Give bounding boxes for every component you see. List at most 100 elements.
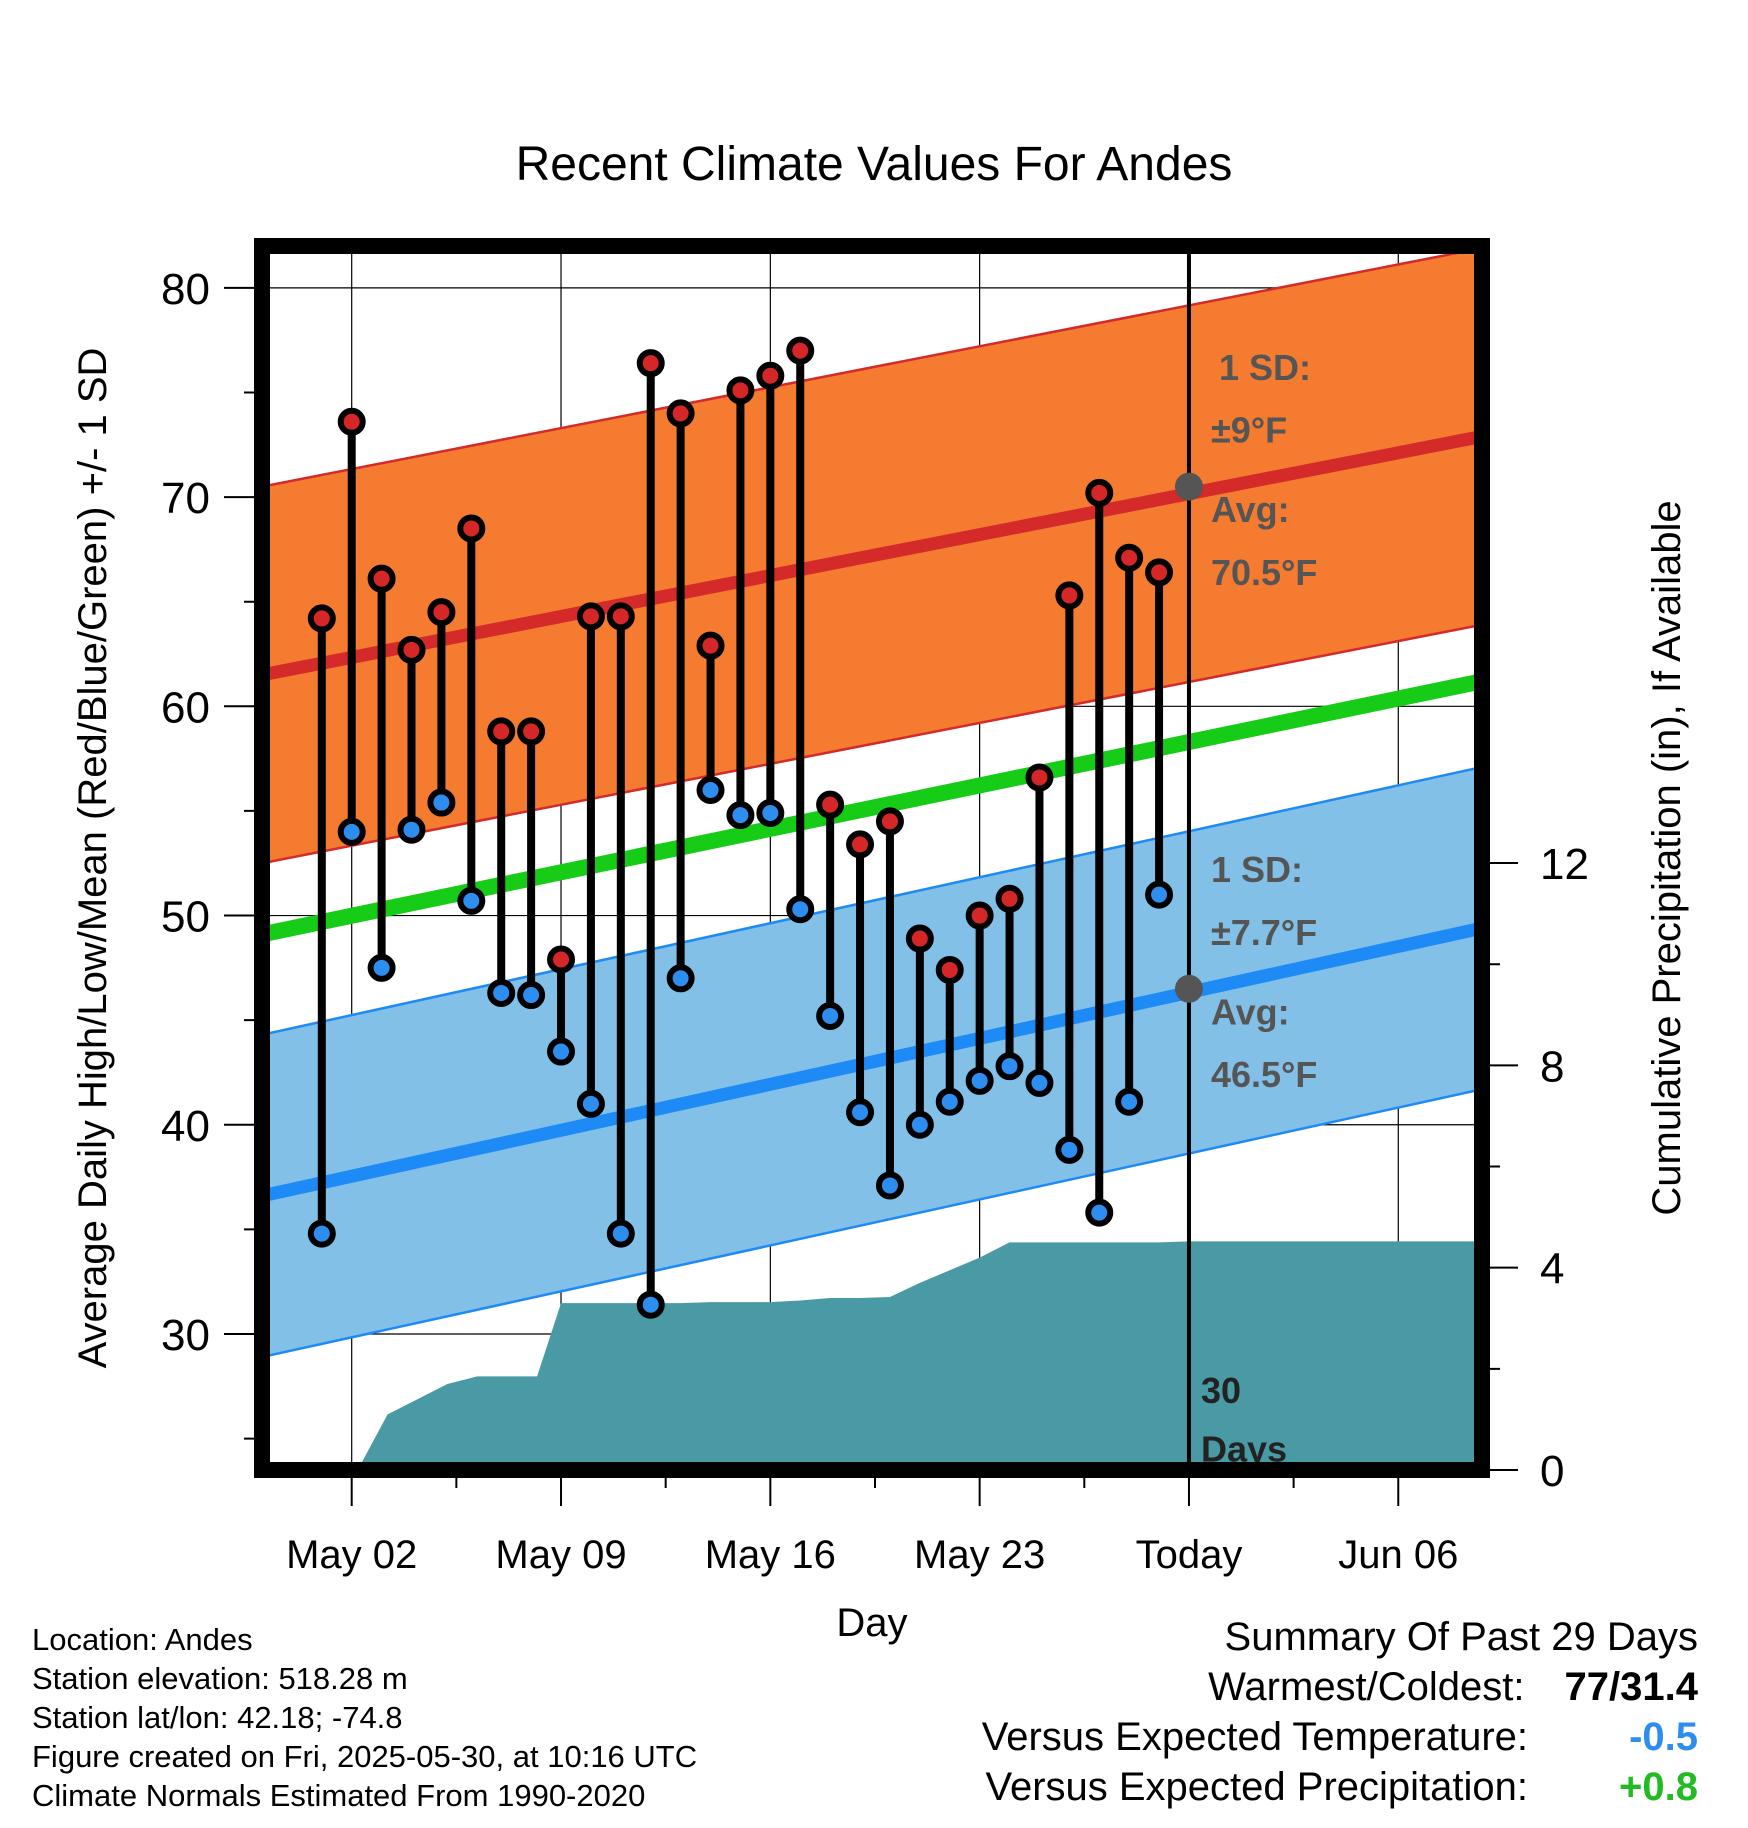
location-text: Location: Andes [32, 1622, 253, 1657]
low-point [487, 978, 516, 1007]
station-info: Location: Andes Station elevation: 518.2… [32, 1620, 697, 1815]
high-point [935, 955, 964, 984]
high-point [1085, 478, 1114, 507]
high-sd-value: ±9°F [1211, 410, 1287, 451]
temp-value: -0.5 [1629, 1715, 1698, 1759]
low-point [995, 1052, 1024, 1081]
normals-text: Climate Normals Estimated From 1990-2020 [32, 1778, 646, 1813]
high-point [307, 604, 336, 633]
latlon-text: Station lat/lon: 42.18; -74.8 [32, 1700, 403, 1735]
low-point [965, 1066, 994, 1095]
summary-precip-row: Versus Expected Precipitation: +0.8 [982, 1765, 1698, 1815]
high-point [367, 564, 396, 593]
low-avg-label: Avg: [1211, 991, 1290, 1032]
x-tick-label: May 09 [495, 1533, 626, 1577]
precip-label: Versus Expected Precipitation: [985, 1765, 1528, 1809]
chart-title: Recent Climate Values For Andes [516, 138, 1233, 191]
high-avg-value: 70.5°F [1211, 552, 1317, 593]
y-tick-label: 40 [161, 1102, 210, 1151]
high-avg-label: Avg: [1211, 489, 1290, 530]
high-point [576, 602, 605, 631]
y-tick-label: 80 [161, 265, 210, 314]
x-tick-label: Today [1136, 1533, 1243, 1577]
low-point [576, 1089, 605, 1118]
precip-area [357, 1241, 1482, 1470]
low-point [1145, 880, 1174, 909]
high-sd-label: 1 SD: [1219, 347, 1311, 388]
low-avg-value: 46.5°F [1211, 1054, 1317, 1095]
summary-panel: Summary Of Past 29 Days Warmest/Coldest:… [982, 1615, 1698, 1815]
precip-value: +0.8 [1619, 1765, 1698, 1809]
high-point [786, 336, 815, 365]
plot-inner [262, 246, 1482, 1470]
low-point [606, 1219, 635, 1248]
high-point [905, 924, 934, 953]
high-point [487, 717, 516, 746]
high-point [397, 635, 426, 664]
created-text: Figure created on Fri, 2025-05-30, at 10… [32, 1739, 698, 1774]
high-point [875, 807, 904, 836]
low-point [1055, 1135, 1084, 1164]
x-axis-label: Day [836, 1601, 907, 1645]
high-point [666, 399, 695, 428]
y-axis-label: Average Daily High/Low/Mean (Red/Blue/Gr… [71, 348, 115, 1369]
x-tick-label: May 02 [286, 1533, 417, 1577]
low-point [636, 1290, 665, 1319]
low-point [816, 1001, 845, 1030]
low-sd-label: 1 SD: [1211, 849, 1303, 890]
low-point [1115, 1087, 1144, 1116]
elevation-text: Station elevation: 518.28 m [32, 1661, 408, 1696]
low-point [457, 886, 486, 915]
warmest-label: Warmest/Coldest: [1208, 1665, 1525, 1709]
y-tick-label: 50 [161, 893, 210, 942]
low-point [875, 1171, 904, 1200]
y2-tick-label: 8 [1540, 1042, 1564, 1091]
high-point [606, 602, 635, 631]
low-point [517, 981, 546, 1010]
summary-temp-row: Versus Expected Temperature: -0.5 [982, 1715, 1698, 1765]
high-point [457, 514, 486, 543]
warmest-value: 77/31.4 [1564, 1665, 1698, 1709]
y-tick-label: 30 [161, 1311, 210, 1360]
temp-label: Versus Expected Temperature: [981, 1715, 1528, 1759]
high-point [846, 830, 875, 859]
low-point [726, 801, 755, 830]
y2-tick-label: 4 [1540, 1245, 1564, 1294]
high-point [816, 790, 845, 819]
low-point [1085, 1198, 1114, 1227]
low-point [846, 1098, 875, 1127]
low-point [397, 815, 426, 844]
high-point [636, 349, 665, 378]
y-tick-label: 60 [161, 683, 210, 732]
today-days-number: 30 [1201, 1370, 1241, 1411]
high-point [696, 631, 725, 660]
high-point [1115, 543, 1144, 572]
low-point [547, 1037, 576, 1066]
low-sd-value: ±7.7°F [1211, 912, 1317, 953]
low-point [307, 1219, 336, 1248]
normal-low-line [262, 921, 1482, 1203]
summary-heading-text: Summary Of Past 29 Days [1224, 1615, 1698, 1659]
high-point [337, 407, 366, 436]
high-point [756, 361, 785, 390]
normal-high-line [262, 430, 1482, 682]
today-low-avg-marker [1174, 974, 1203, 1003]
low-point [756, 799, 785, 828]
x-tick-label: May 16 [705, 1533, 836, 1577]
high-point [1145, 558, 1174, 587]
y2-axis-label: Cumulative Precipitation (in), If Availa… [1645, 500, 1689, 1215]
x-tick-label: May 23 [914, 1533, 1045, 1577]
summary-heading: Summary Of Past 29 Days [982, 1615, 1698, 1665]
low-point [696, 776, 725, 804]
high-point [1055, 581, 1084, 610]
high-point [517, 717, 546, 746]
y2-tick-label: 0 [1540, 1447, 1564, 1496]
low-point [786, 895, 815, 924]
y-tick-label: 70 [161, 474, 210, 523]
plot-area: 1 SD: ±9°F Avg: 70.5°F 1 SD: ±7.7°F Avg: 46.5°F… [161, 238, 1589, 1577]
y2-tick-label: 12 [1540, 840, 1589, 889]
high-point [427, 598, 456, 627]
high-point [1025, 763, 1054, 792]
low-point [1025, 1068, 1054, 1097]
summary-warmest-row: Warmest/Coldest: 77/31.4 [982, 1665, 1698, 1715]
